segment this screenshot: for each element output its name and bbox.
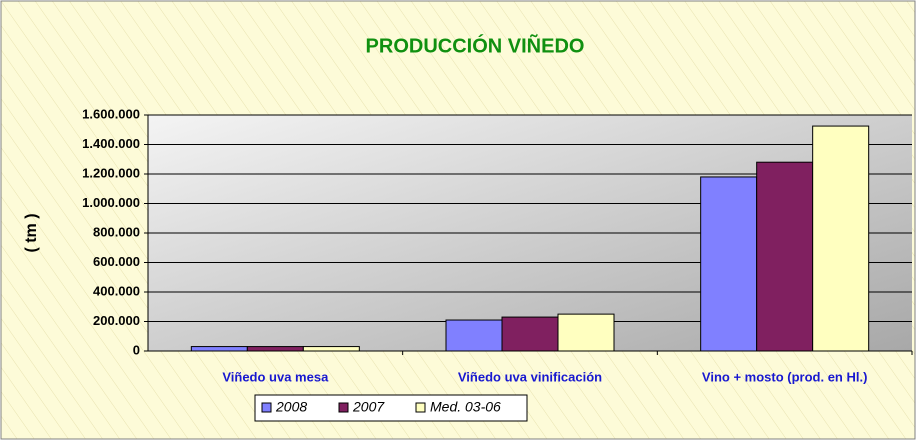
y-tick-label: 0 (133, 342, 140, 357)
bar (557, 313, 615, 352)
bar (700, 176, 758, 352)
x-tick-label: Viñedo uva vinificación (458, 369, 602, 384)
bar (812, 125, 870, 352)
bar (756, 161, 814, 352)
legend-swatch (338, 402, 349, 413)
y-axis-label: ( tm ) (23, 213, 40, 252)
x-tick-label: Viñedo uva mesa (222, 369, 329, 384)
bar (501, 316, 559, 352)
bar (190, 346, 248, 352)
bar (445, 319, 503, 352)
legend (254, 394, 528, 422)
y-tick-label: 1.200.000 (82, 165, 140, 180)
y-tick-label: 200.000 (93, 313, 140, 328)
y-tick-label: 400.000 (93, 283, 140, 298)
legend-label: 2007 (352, 399, 385, 415)
legend-label: Med. 03-06 (430, 399, 501, 415)
y-tick-label: 1.000.000 (82, 195, 140, 210)
y-tick-label: 1.400.000 (82, 136, 140, 151)
legend-label: 2008 (275, 399, 307, 415)
bar (302, 346, 360, 352)
bar (246, 346, 304, 352)
x-tick-label: Vino + mosto (prod. en Hl.) (702, 369, 868, 384)
legend-swatch (415, 402, 426, 413)
chart-title: PRODUCCIÓN VIÑEDO (366, 33, 585, 57)
y-tick-label: 1.600.000 (82, 106, 140, 121)
y-tick-label: 800.000 (93, 224, 140, 239)
legend-swatch (261, 402, 272, 413)
y-tick-label: 600.000 (93, 254, 140, 269)
